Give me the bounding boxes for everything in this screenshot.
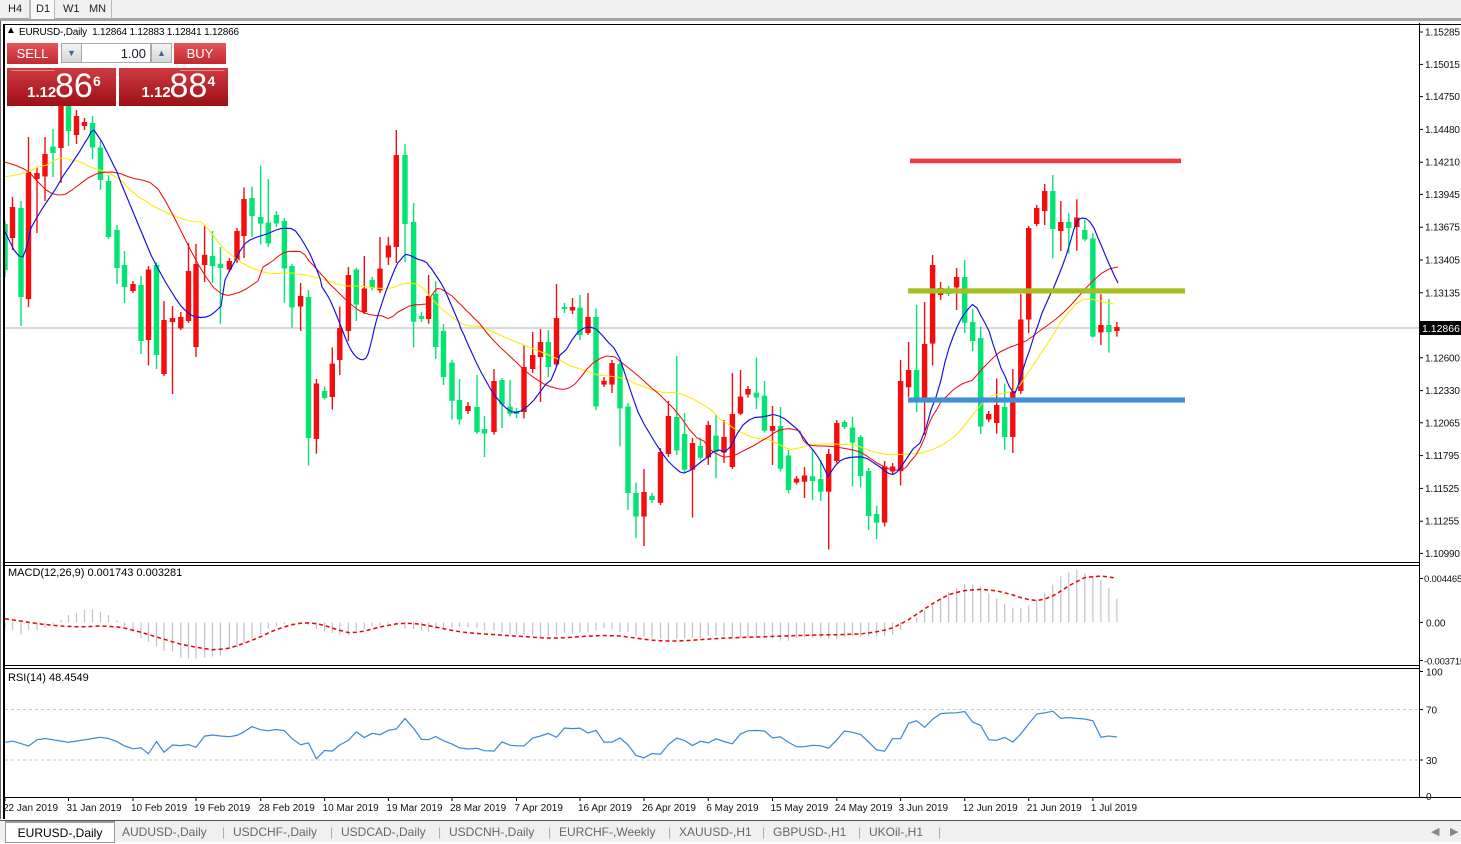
svg-text:12 Jun 2019: 12 Jun 2019 bbox=[963, 803, 1018, 814]
svg-text:10 Mar 2019: 10 Mar 2019 bbox=[323, 803, 380, 814]
svg-text:1.10990: 1.10990 bbox=[1425, 549, 1460, 560]
svg-text:31 Jan 2019: 31 Jan 2019 bbox=[67, 803, 122, 814]
svg-text:1.14750: 1.14750 bbox=[1425, 92, 1460, 103]
svg-text:1.15285: 1.15285 bbox=[1425, 28, 1460, 39]
svg-text:0.004465: 0.004465 bbox=[1424, 574, 1461, 585]
svg-text:-0.003715: -0.003715 bbox=[1424, 657, 1461, 668]
svg-text:1.13135: 1.13135 bbox=[1425, 288, 1460, 299]
svg-text:7 Apr 2019: 7 Apr 2019 bbox=[515, 803, 564, 814]
svg-text:28 Feb 2019: 28 Feb 2019 bbox=[259, 803, 316, 814]
svg-text:1.15015: 1.15015 bbox=[1425, 60, 1460, 71]
svg-text:0.00: 0.00 bbox=[1426, 618, 1446, 629]
svg-text:1.13675: 1.13675 bbox=[1425, 223, 1460, 234]
svg-text:15 May 2019: 15 May 2019 bbox=[771, 803, 829, 814]
svg-text:1.11525: 1.11525 bbox=[1425, 484, 1460, 495]
svg-text:1.14480: 1.14480 bbox=[1425, 125, 1460, 136]
svg-text:24 May 2019: 24 May 2019 bbox=[835, 803, 893, 814]
svg-text:19 Mar 2019: 19 Mar 2019 bbox=[386, 803, 443, 814]
svg-text:19 Feb 2019: 19 Feb 2019 bbox=[194, 803, 251, 814]
svg-text:10 Feb 2019: 10 Feb 2019 bbox=[131, 803, 188, 814]
svg-text:16 Apr 2019: 16 Apr 2019 bbox=[578, 803, 632, 814]
svg-text:1.11255: 1.11255 bbox=[1425, 517, 1460, 528]
svg-text:1.12065: 1.12065 bbox=[1425, 418, 1460, 429]
svg-text:1.12330: 1.12330 bbox=[1425, 386, 1460, 397]
svg-text:1.11795: 1.11795 bbox=[1425, 451, 1460, 462]
svg-text:3 Jun 2019: 3 Jun 2019 bbox=[899, 803, 949, 814]
svg-text:1.13945: 1.13945 bbox=[1425, 190, 1460, 201]
svg-text:0: 0 bbox=[1426, 792, 1432, 803]
svg-text:1.12866: 1.12866 bbox=[1422, 323, 1460, 335]
svg-text:21 Jun 2019: 21 Jun 2019 bbox=[1027, 803, 1082, 814]
svg-text:1.13405: 1.13405 bbox=[1425, 256, 1460, 267]
svg-text:1.14210: 1.14210 bbox=[1425, 158, 1460, 169]
svg-text:1.12600: 1.12600 bbox=[1425, 353, 1460, 364]
svg-text:6 May 2019: 6 May 2019 bbox=[706, 803, 759, 814]
svg-text:22 Jan 2019: 22 Jan 2019 bbox=[3, 803, 58, 814]
svg-text:26 Apr 2019: 26 Apr 2019 bbox=[642, 803, 696, 814]
svg-text:100: 100 bbox=[1426, 668, 1443, 679]
svg-text:1 Jul 2019: 1 Jul 2019 bbox=[1091, 803, 1138, 814]
svg-text:30: 30 bbox=[1426, 756, 1438, 767]
svg-text:70: 70 bbox=[1426, 706, 1438, 717]
svg-text:28 Mar 2019: 28 Mar 2019 bbox=[450, 803, 507, 814]
